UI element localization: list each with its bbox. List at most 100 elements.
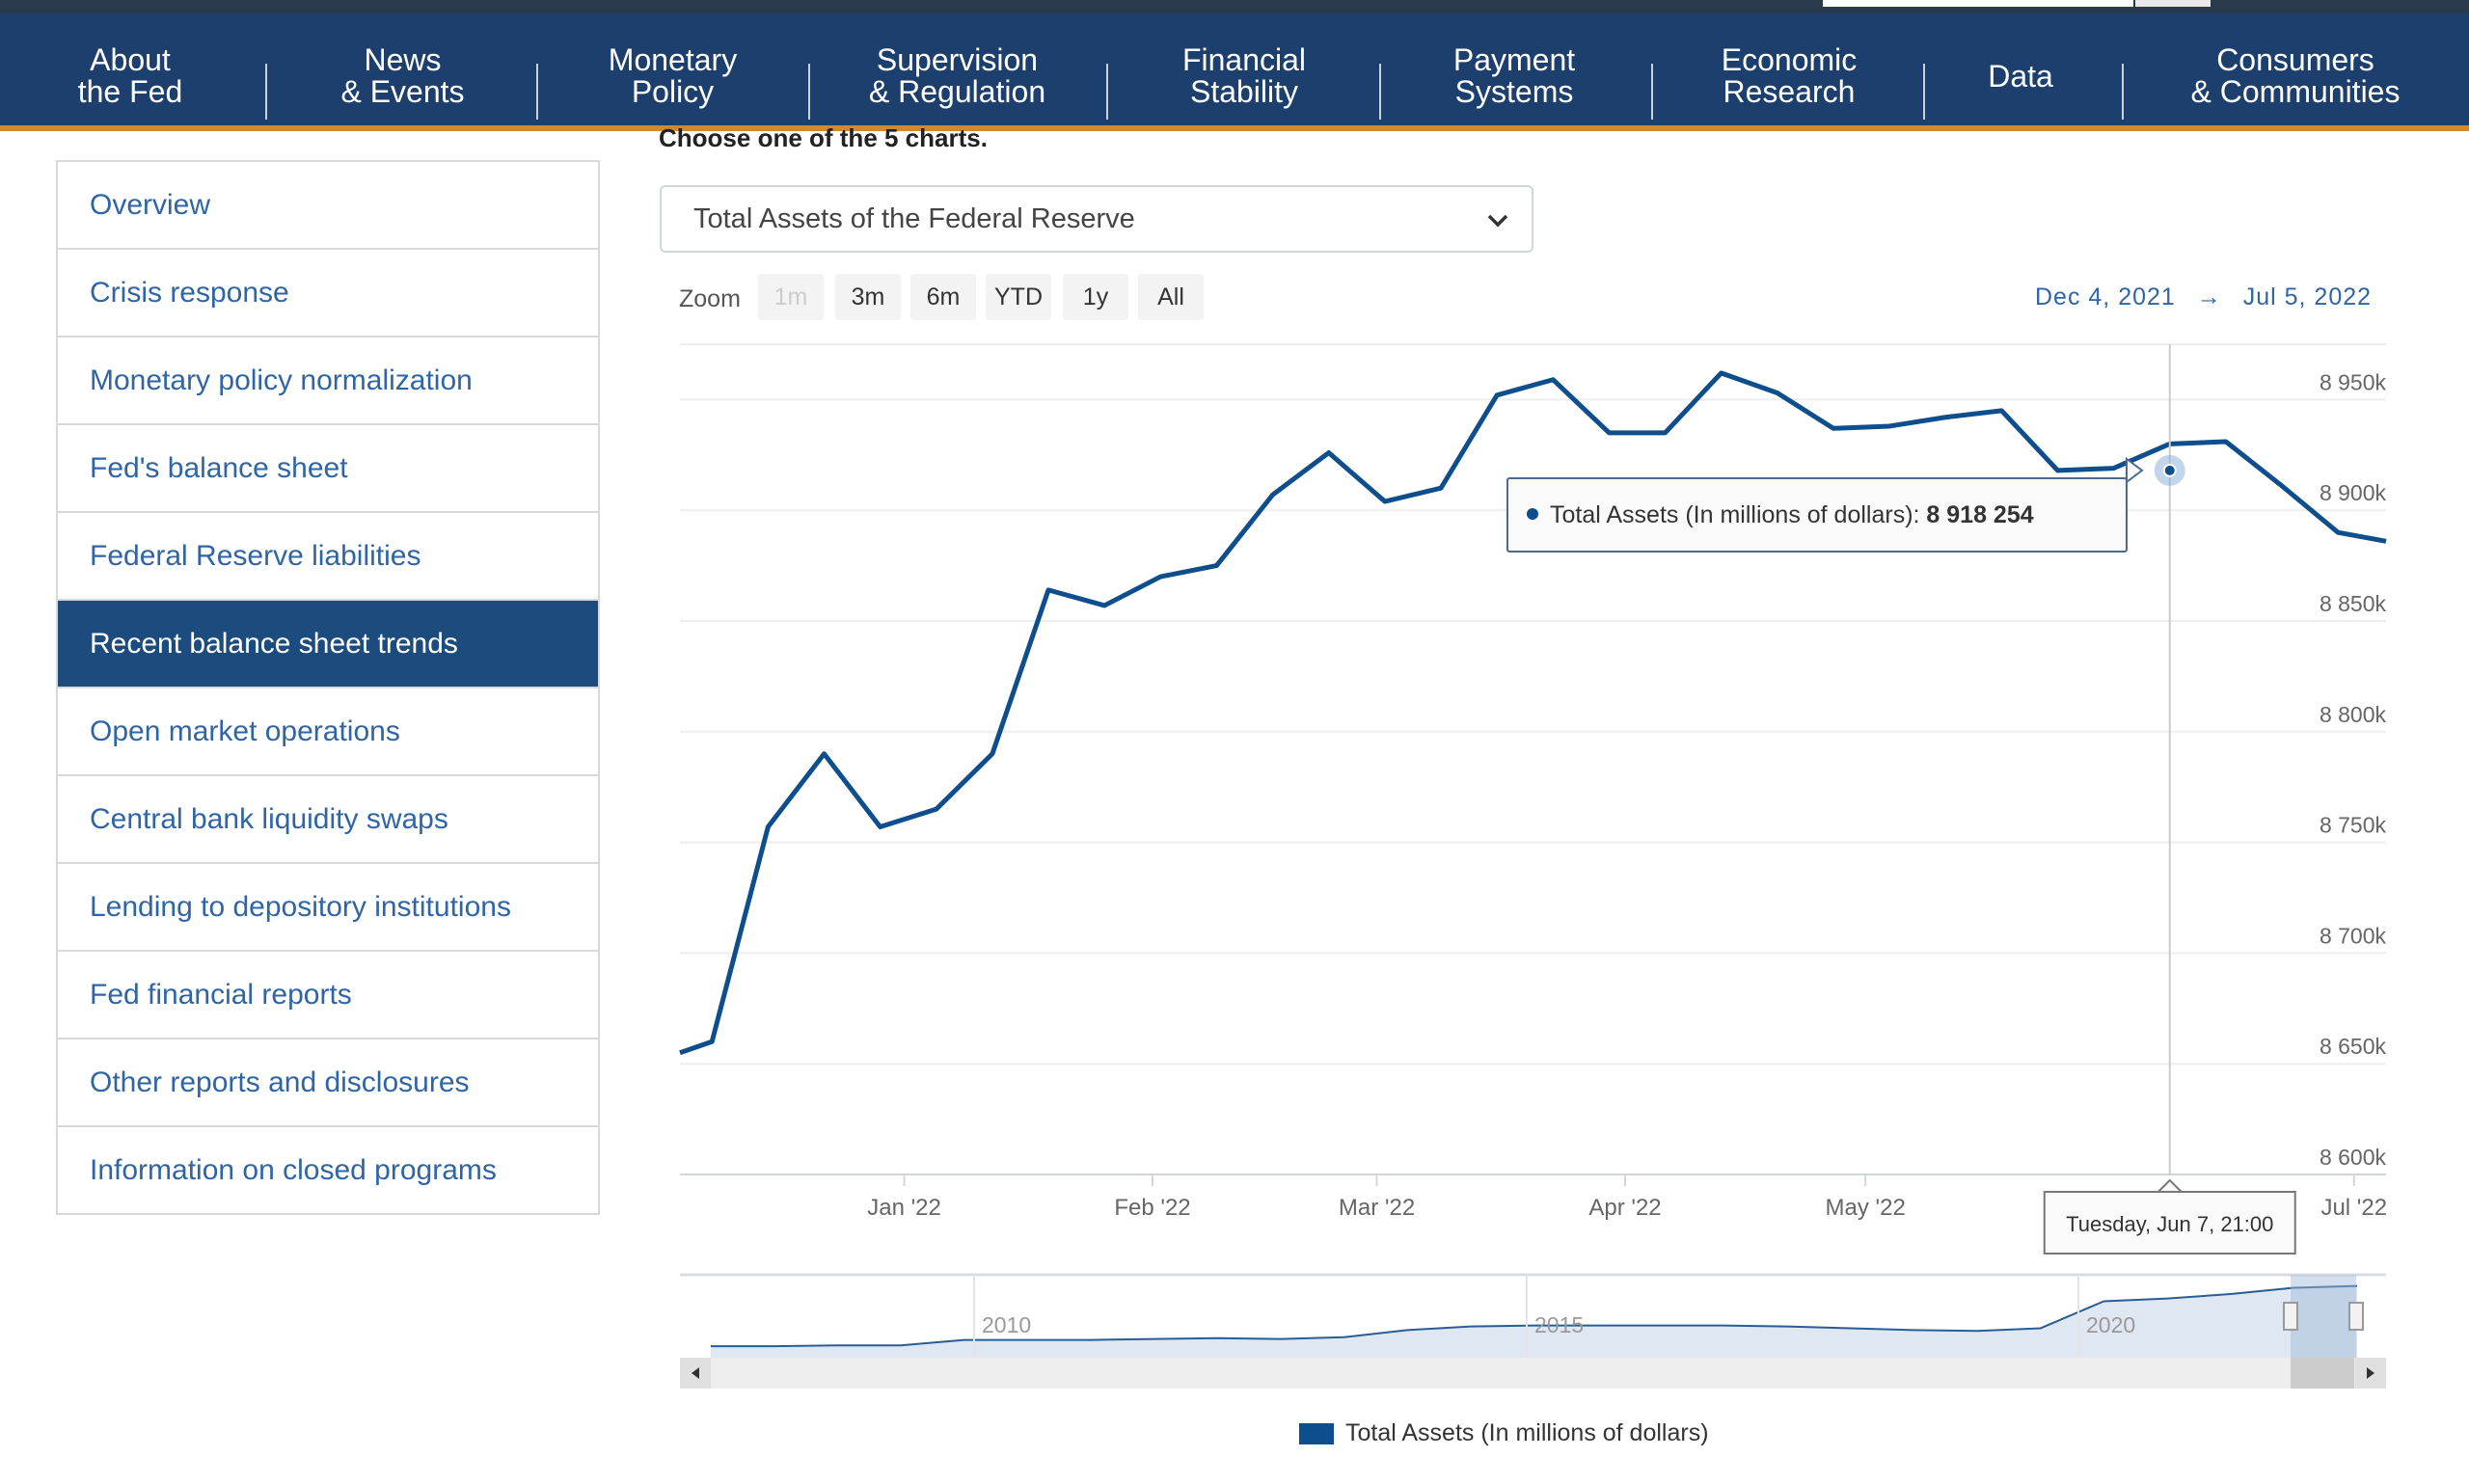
navigator-handle-right[interactable]: [2348, 1302, 2364, 1331]
sidebar-item-recent-balance-sheet-trends[interactable]: Recent balance sheet trends: [58, 601, 598, 688]
data-point: [2336, 530, 2341, 535]
x-tick-label: Mar '22: [1339, 1195, 1415, 1221]
data-point: [1214, 563, 1219, 568]
zoom-3m-button[interactable]: 3m: [835, 274, 901, 320]
nav-news-events[interactable]: News & Events: [340, 42, 465, 109]
scrollbar-thumb[interactable]: [2291, 1358, 2354, 1389]
chart-legend[interactable]: Total Assets (In millions of dollars): [1299, 1419, 1709, 1447]
zoom-1y-button[interactable]: 1y: [1063, 274, 1128, 320]
nav-data[interactable]: Data: [1988, 58, 2053, 94]
navigator-line: [711, 1284, 2358, 1348]
nav-consumers-communities[interactable]: Consumers & Communities: [2190, 42, 2401, 109]
navigator-tick-label: 2015: [1534, 1312, 1584, 1337]
data-point: [1551, 377, 1556, 382]
nav-separator: [1923, 64, 1925, 120]
zoom-all-button[interactable]: All: [1138, 274, 1204, 320]
tooltip-series-label: Total Assets (In millions of dollars):: [1550, 501, 1926, 528]
chevron-down-icon: [1485, 193, 1510, 272]
nav-separator: [1106, 64, 1108, 120]
range-from-date[interactable]: Dec 4, 2021: [2035, 283, 2176, 310]
data-point: [934, 807, 938, 812]
chevron-left-icon: [692, 1367, 699, 1379]
date-label-pointer: [2156, 1178, 2184, 1193]
sidebar-item-federal-reserve-liabilities[interactable]: Federal Reserve liabilities: [58, 513, 598, 601]
nav-monetary-policy[interactable]: Monetary Policy: [608, 42, 738, 109]
y-tick-label: 8 800k: [2320, 702, 2387, 727]
legend-label: Total Assets (In millions of dollars): [1345, 1419, 1709, 1446]
data-point: [1102, 603, 1107, 607]
tooltip-box: [1506, 477, 2128, 553]
nav-separator: [1651, 64, 1653, 120]
date-label-box: [2043, 1191, 2296, 1255]
nav-separator: [2122, 64, 2124, 120]
y-tick-label: 8 600k: [2320, 1145, 2387, 1170]
data-point: [1158, 575, 1163, 580]
hover-point: [2162, 463, 2177, 477]
nav-separator: [265, 64, 267, 120]
navigator-handle-left[interactable]: [2283, 1302, 2298, 1331]
data-point: [2223, 440, 2228, 445]
sidebar-item-fed-financial-reports[interactable]: Fed financial reports: [58, 952, 598, 1039]
zoom-ytd-button[interactable]: YTD: [986, 274, 1051, 320]
tooltip-series-dot: [1527, 508, 1538, 520]
nav-about-the-fed[interactable]: About the Fed: [77, 42, 183, 109]
scrollbar-track[interactable]: [680, 1358, 2386, 1389]
nav-supervision-regulation[interactable]: Supervision & Regulation: [868, 42, 1046, 109]
chart-chooser-label: Choose one of the 5 charts.: [659, 123, 988, 152]
sidebar-item-monetary-policy-normalization[interactable]: Monetary policy normalization: [58, 337, 598, 425]
range-to-date[interactable]: Jul 5, 2022: [2242, 283, 2373, 310]
nav-separator: [1379, 64, 1381, 120]
sidebar-item-overview[interactable]: Overview: [58, 162, 598, 250]
sidebar-item-lending-to-depository-institutions[interactable]: Lending to depository institutions: [58, 864, 598, 952]
sidebar-item-crisis-response[interactable]: Crisis response: [58, 250, 598, 337]
top-navigation: [0, 0, 2469, 129]
data-point: [1943, 415, 1948, 419]
data-point: [1326, 450, 1331, 455]
zoom-1m-button[interactable]: 1m: [758, 274, 824, 320]
x-tick-label: Jul '22: [2320, 1195, 2387, 1221]
series-line-total-assets: [679, 370, 2387, 1056]
data-point: [1607, 430, 1612, 435]
sidebar-item-central-bank-liquidity-swaps[interactable]: Central bank liquidity swaps: [58, 776, 598, 864]
x-tick-label: Jan '22: [867, 1195, 941, 1221]
y-tick-label: 8 700k: [2320, 923, 2387, 948]
site-search-button[interactable]: [2135, 0, 2211, 7]
nav-economic-research[interactable]: Economic Research: [1721, 42, 1858, 109]
x-tick-label: Apr '22: [1588, 1195, 1661, 1221]
tooltip-value: 8 918 254: [1926, 501, 2033, 528]
nav-separator: [808, 64, 810, 120]
data-point: [1775, 391, 1779, 395]
x-tick-label: May '22: [1826, 1195, 1906, 1221]
data-point: [1046, 587, 1051, 592]
y-tick-label: 8 850k: [2320, 591, 2387, 616]
data-point: [878, 824, 882, 829]
data-point: [1999, 408, 2004, 413]
x-tick-label: Feb '22: [1114, 1195, 1190, 1221]
data-point: [2055, 468, 2060, 472]
crosshair-date-label: Tuesday, Jun 7, 21:00: [2066, 1212, 2273, 1236]
nav-financial-stability[interactable]: Financial Stability: [1181, 42, 1307, 109]
tooltip-text: Total Assets (In millions of dollars): 8…: [1550, 501, 2034, 528]
sidebar-item-other-reports-and-disclosures[interactable]: Other reports and disclosures: [58, 1039, 598, 1127]
navigator-tick-label: 2020: [2086, 1312, 2135, 1337]
data-point: [766, 824, 771, 829]
nav-payment-systems[interactable]: Payment Systems: [1452, 42, 1576, 109]
data-point: [1382, 499, 1387, 504]
range-arrow: →: [2196, 283, 2222, 310]
data-point: [710, 1039, 715, 1044]
data-point: [1663, 430, 1668, 435]
zoom-6m-button[interactable]: 6m: [910, 274, 976, 320]
tooltip-pointer: [2126, 456, 2144, 484]
site-search-input[interactable]: [1823, 0, 2133, 7]
data-point: [990, 751, 994, 756]
data-point: [1887, 423, 1892, 428]
sidebar-item-open-market-operations[interactable]: Open market operations: [58, 688, 598, 776]
navigator-selection[interactable]: [2291, 1275, 2356, 1358]
data-point: [2280, 483, 2285, 488]
sidebar-item-feds-balance-sheet[interactable]: Fed's balance sheet: [58, 425, 598, 513]
legend-swatch: [1299, 1422, 1334, 1444]
sidebar-item-information-on-closed-programs[interactable]: Information on closed programs: [58, 1127, 598, 1215]
date-range-display[interactable]: Dec 4, 2021 → Jul 5, 2022: [2035, 283, 2372, 311]
chart-select-dropdown[interactable]: Total Assets of the Federal Reserve: [660, 185, 1533, 253]
